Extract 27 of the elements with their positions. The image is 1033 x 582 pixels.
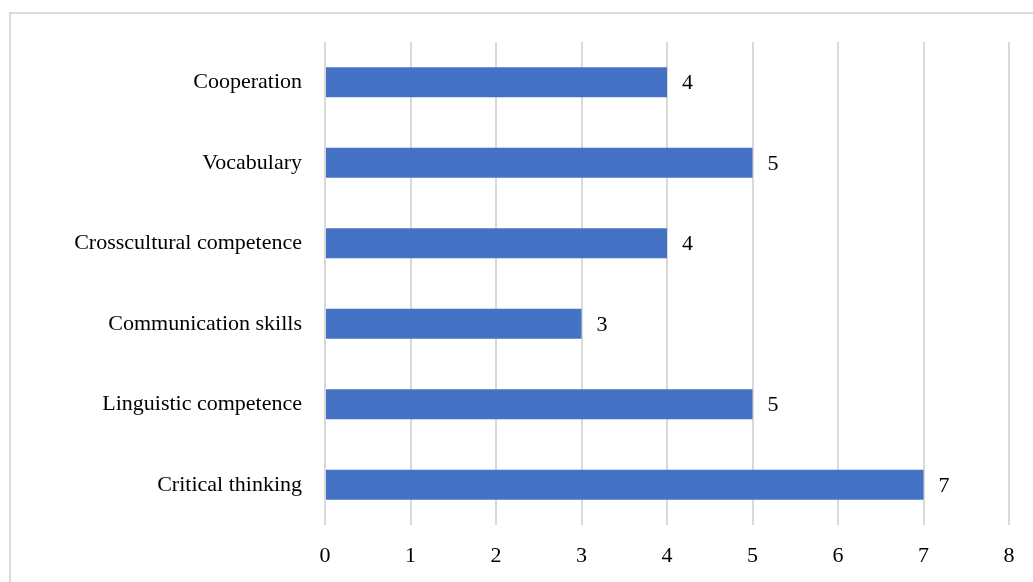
bar [326, 67, 667, 98]
y-tick-label: Crosscultural competence [74, 229, 302, 255]
x-tick-label: 0 [319, 541, 331, 567]
x-tick-label: 4 [661, 541, 673, 567]
y-tick-label: Vocabulary [202, 148, 302, 174]
x-tick-label: 3 [576, 541, 587, 567]
y-tick-label: Communication skills [108, 309, 302, 335]
bar [326, 469, 924, 500]
x-tick-label: 2 [490, 541, 502, 567]
bar [326, 308, 582, 339]
bar [326, 228, 667, 259]
x-tick-label: 1 [405, 541, 416, 567]
y-tick-label: Linguistic competence [102, 390, 302, 416]
bar [326, 147, 753, 178]
data-label: 3 [596, 310, 608, 336]
x-tick-label: 6 [832, 541, 844, 567]
y-tick-label: Cooperation [193, 68, 302, 94]
x-tick-label: 8 [1003, 541, 1015, 567]
data-label: 5 [767, 149, 779, 175]
bar [326, 389, 753, 420]
data-label: 5 [767, 391, 779, 417]
data-label: 7 [938, 471, 950, 497]
data-label: 4 [682, 230, 693, 256]
y-tick-label: Critical thinking [157, 470, 302, 496]
data-label: 4 [682, 69, 693, 95]
x-tick-label: 7 [918, 541, 929, 567]
x-tick-label: 5 [747, 541, 758, 567]
